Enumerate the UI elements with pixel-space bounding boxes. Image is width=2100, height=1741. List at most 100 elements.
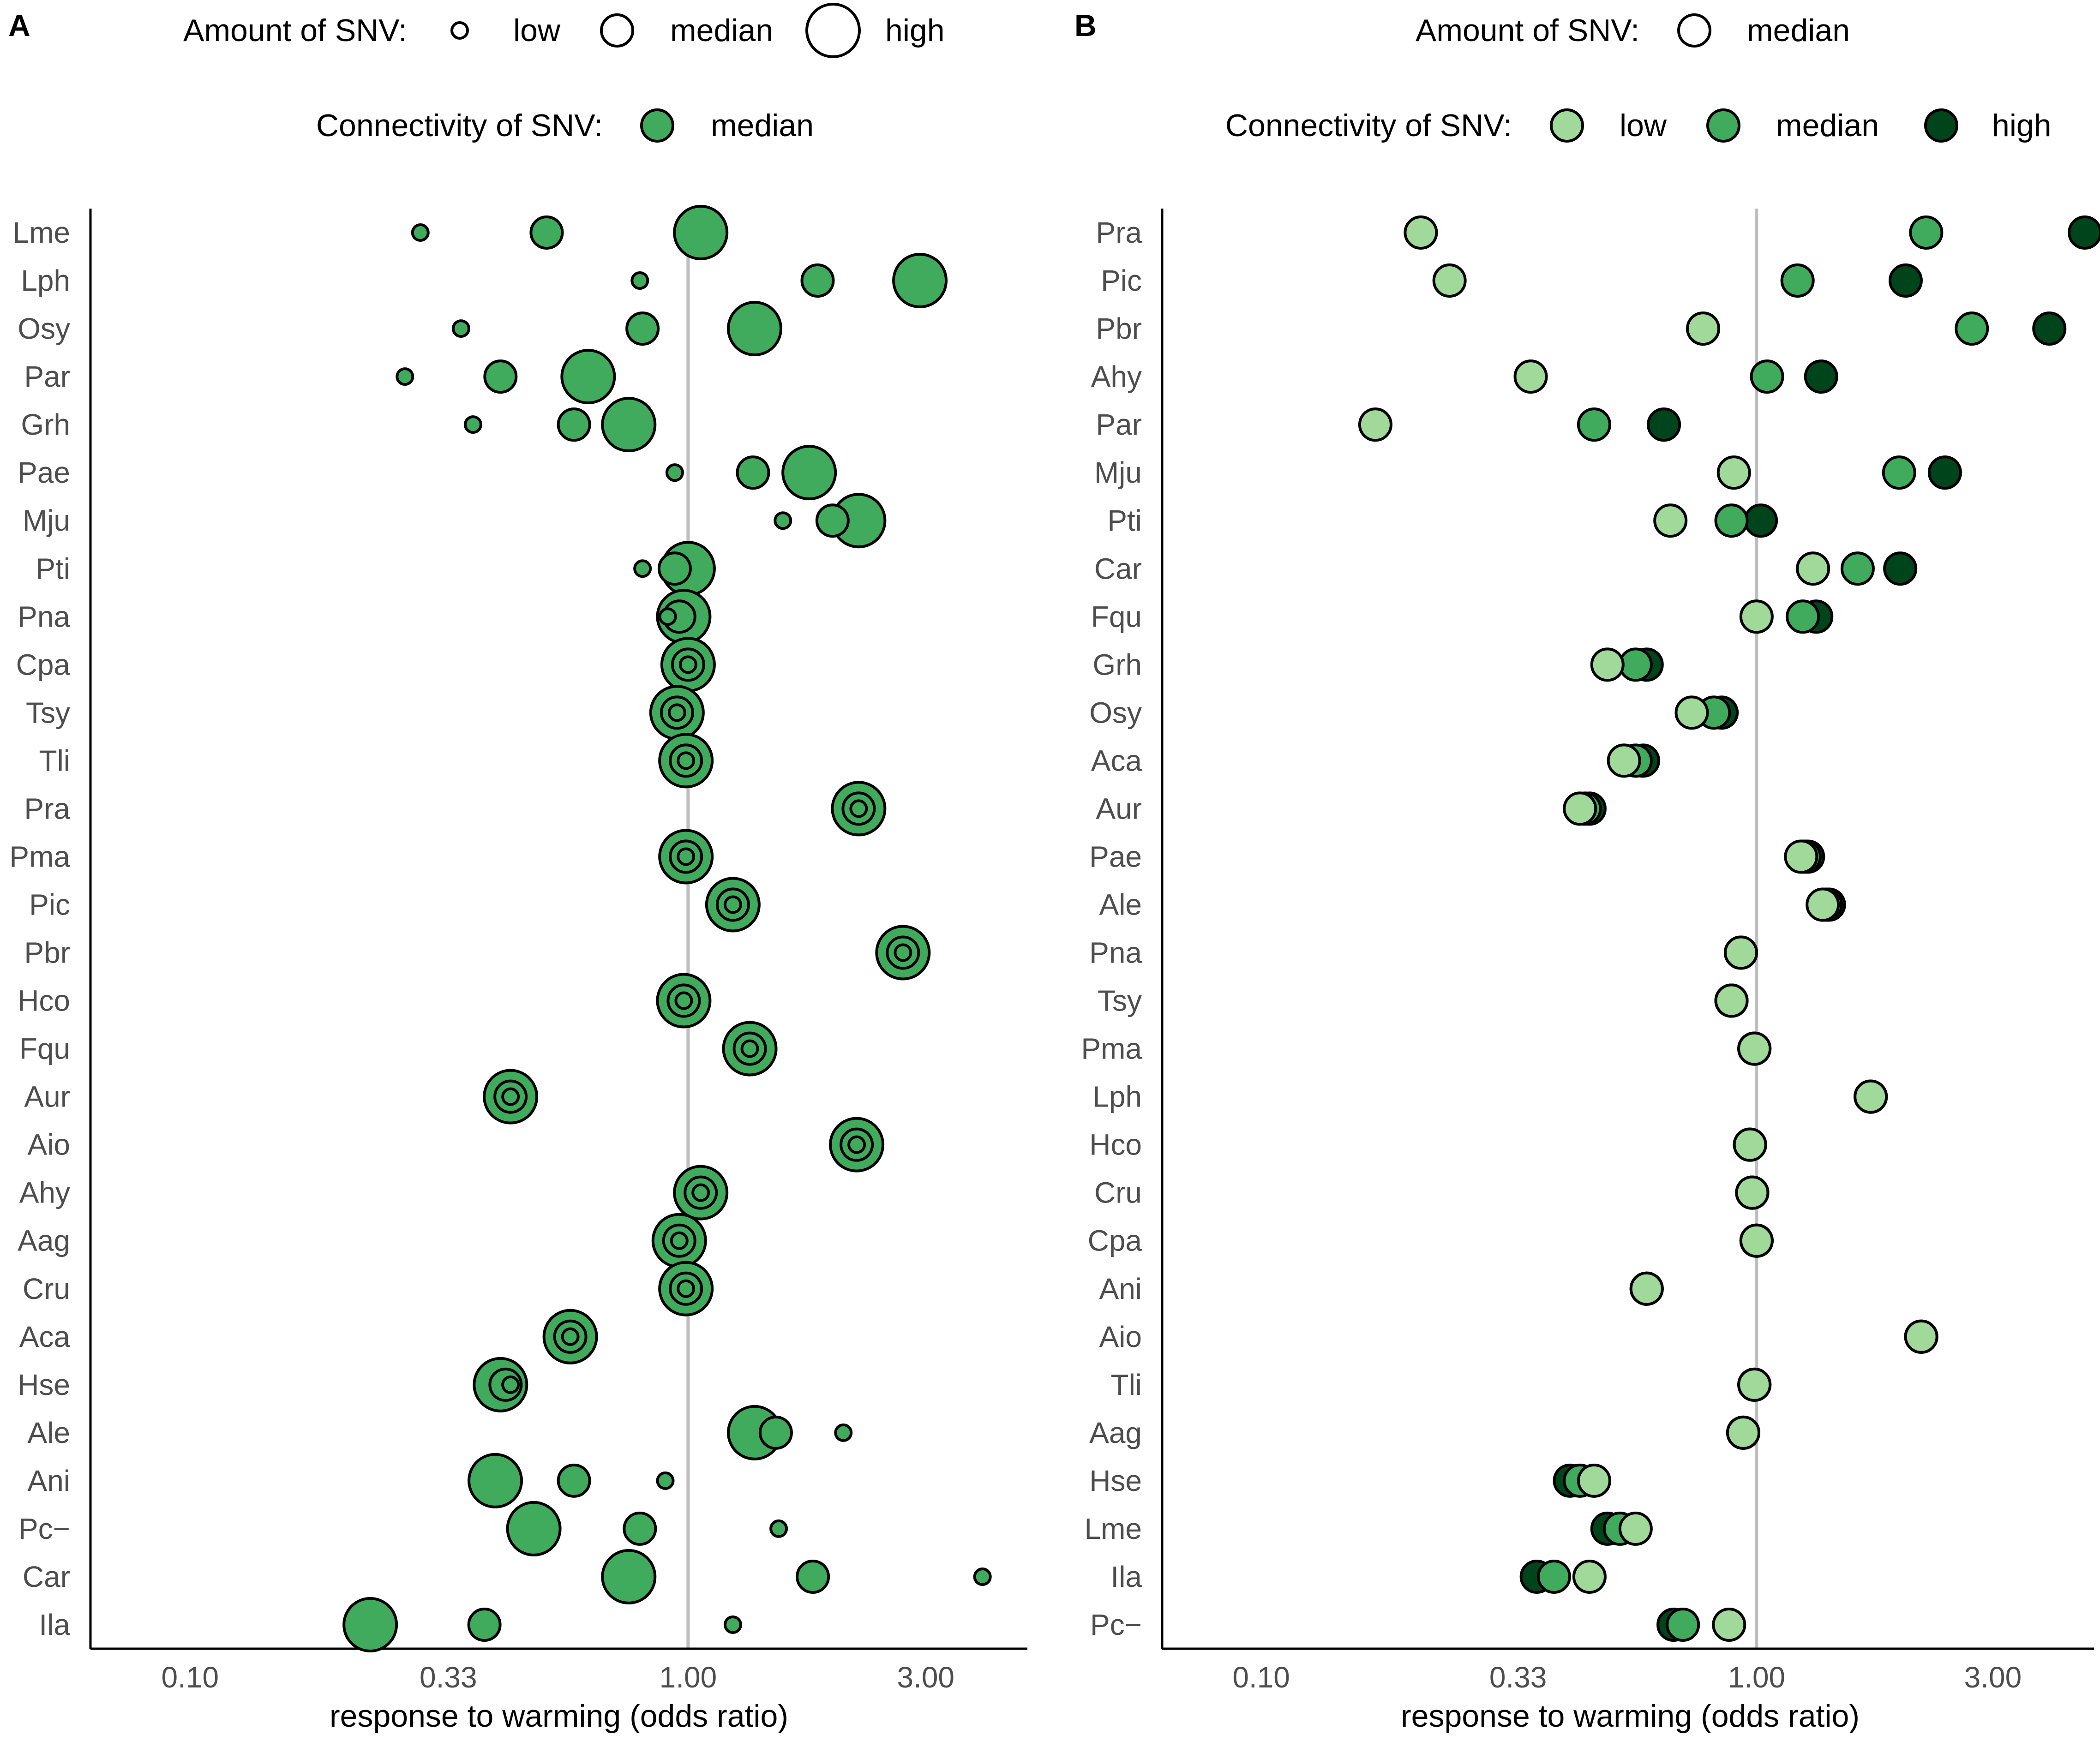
data-point-low-Ani <box>656 1471 675 1490</box>
data-point-median-Ani <box>557 1463 591 1498</box>
category-label: Aca <box>19 1320 71 1353</box>
x-tick-label: 1.00 <box>1728 1661 1786 1694</box>
amount-legend-label: median <box>1747 13 1850 48</box>
x-tick-label: 3.00 <box>897 1661 954 1694</box>
category-label: Pbr <box>24 936 70 969</box>
data-point-high-Par <box>1647 407 1681 442</box>
category-label: Ila <box>39 1608 70 1641</box>
data-point-high-Pbr <box>2032 311 2067 346</box>
category-label: Par <box>1096 408 1142 441</box>
category-label: Lme <box>13 216 71 249</box>
x-tick-label: 0.10 <box>162 1661 219 1694</box>
data-point-low-Lph <box>1854 1079 1888 1114</box>
panel-a-x-axis-title: response to warming (odds ratio) <box>330 1699 788 1734</box>
data-point-low-Cpa <box>678 655 697 674</box>
amount-legend-label: median <box>670 13 773 48</box>
data-point-low-Hco <box>674 991 693 1010</box>
category-label: Fqu <box>1091 600 1142 633</box>
data-point-low-Ahy <box>1513 359 1548 394</box>
category-label: Pc− <box>1090 1608 1142 1641</box>
data-point-low-Pbr <box>1686 311 1721 346</box>
data-point-median-Par <box>1577 407 1611 442</box>
data-point-low-Pna <box>1724 935 1758 970</box>
data-point-median-Mju <box>815 503 850 538</box>
category-label: Lme <box>1085 1512 1142 1545</box>
data-point-low-Ahy <box>691 1183 710 1202</box>
data-point-low-Pae <box>1784 839 1818 874</box>
data-point-median-Lme <box>529 215 564 250</box>
data-point-high-Lph <box>892 253 948 309</box>
category-label: Tsy <box>1098 984 1142 1017</box>
data-point-median-Ale <box>758 1415 793 1450</box>
data-point-high-Mju <box>1927 455 1962 490</box>
category-label: Pma <box>9 840 70 873</box>
data-point-low-Pna <box>658 607 677 626</box>
category-label: Cru <box>23 1272 70 1305</box>
category-label: Ani <box>28 1464 71 1497</box>
category-label: Pti <box>36 552 70 585</box>
category-label: Hse <box>1089 1464 1142 1497</box>
data-point-high-Ani <box>468 1453 523 1508</box>
category-label: Ahy <box>19 1176 70 1209</box>
data-point-high-Par <box>560 349 616 405</box>
data-point-median-Osy <box>625 311 660 346</box>
data-point-low-Hse <box>1577 1463 1611 1498</box>
data-point-low-Cpa <box>1739 1223 1774 1258</box>
data-point-low-Pra <box>849 799 868 818</box>
category-label: Car <box>1094 552 1142 585</box>
connectivity-legend-label: median <box>711 108 814 143</box>
data-point-low-Aio <box>1904 1319 1938 1354</box>
category-label: Pti <box>1107 504 1142 537</box>
data-point-low-Pma <box>677 847 696 866</box>
data-point-low-Ila <box>723 1615 742 1634</box>
data-point-low-Tli <box>677 751 696 770</box>
data-point-low-Ale <box>1806 887 1840 922</box>
amount-legend-title: Amount of SNV: <box>1416 13 1639 48</box>
data-point-median-Pti <box>657 551 692 586</box>
category-label: Hco <box>1089 1128 1142 1161</box>
amount-legend-key-low <box>450 21 469 40</box>
data-point-low-Cru <box>1735 1175 1770 1210</box>
connectivity-legend-title: Connectivity of SNV: <box>1225 108 1512 143</box>
category-label: Osy <box>18 312 70 345</box>
data-point-median-Pbr <box>1955 311 1989 346</box>
data-point-median-Pae <box>736 455 770 490</box>
category-label: Fqu <box>19 1032 70 1065</box>
category-label: Aur <box>24 1080 70 1113</box>
category-label: Ahy <box>1091 360 1142 393</box>
data-point-low-Aur <box>501 1087 520 1106</box>
data-point-low-Pc− <box>769 1519 788 1538</box>
data-point-median-Pic <box>1780 263 1815 298</box>
connectivity-legend-key-median <box>1706 108 1740 143</box>
connectivity-legend-label: high <box>1992 108 2052 143</box>
data-point-high-Pc− <box>506 1501 562 1556</box>
category-label: Ani <box>1099 1272 1142 1305</box>
category-label: Aag <box>18 1224 70 1257</box>
category-label: Ila <box>1110 1560 1142 1593</box>
data-point-low-Aca <box>561 1327 580 1346</box>
data-point-low-Tsy <box>1714 983 1749 1018</box>
data-point-high-Grh <box>601 397 657 453</box>
data-point-low-Aio <box>847 1135 866 1154</box>
category-label: Pra <box>1096 216 1142 249</box>
data-point-median-Pc− <box>1666 1607 1700 1642</box>
data-point-high-Osy <box>726 301 782 357</box>
connectivity-legend-key-low <box>1550 108 1584 143</box>
data-point-low-Fqu <box>740 1039 759 1058</box>
data-point-median-Car <box>1840 551 1875 586</box>
data-point-high-Car <box>1883 551 1918 586</box>
data-point-low-Lme <box>411 223 430 242</box>
data-point-low-Osy <box>1674 695 1709 730</box>
data-point-high-Pae <box>781 445 837 501</box>
data-point-median-Pti <box>1714 503 1749 538</box>
category-label: Tli <box>39 744 70 777</box>
data-point-low-Pti <box>633 559 652 578</box>
panel-b-x-axis-title: response to warming (odds ratio) <box>1401 1699 1860 1734</box>
data-point-low-Pbr <box>894 943 912 962</box>
category-label: Tli <box>1110 1368 1142 1401</box>
category-label: Osy <box>1089 696 1142 729</box>
data-point-low-Grh <box>463 415 482 434</box>
data-point-median-Ahy <box>1750 359 1784 394</box>
data-point-median-Lph <box>800 263 835 298</box>
data-point-low-Pma <box>1737 1031 1772 1066</box>
